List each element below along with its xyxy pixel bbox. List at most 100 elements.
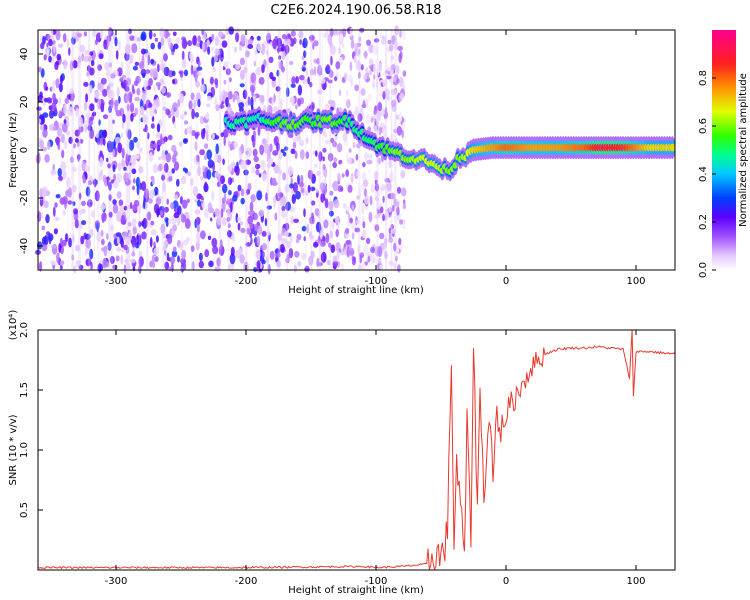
noise-speckle <box>201 77 204 86</box>
noise-speckle <box>151 115 155 122</box>
noise-speckle <box>278 151 283 160</box>
noise-speckle <box>290 83 296 88</box>
noise-speckle <box>365 67 369 73</box>
noise-speckle <box>51 244 57 249</box>
noise-speckle <box>295 190 301 200</box>
noise-speckle <box>126 104 130 112</box>
noise-speckle <box>322 147 327 153</box>
noise-speckle <box>148 151 153 162</box>
noise-speckle <box>376 200 382 210</box>
noise-speckle <box>377 246 383 258</box>
noise-speckle <box>98 119 101 126</box>
noise-speckle <box>261 230 267 237</box>
noise-speckle <box>258 76 265 85</box>
noise-speckle <box>204 249 210 258</box>
noise-streak <box>267 30 270 270</box>
noise-speckle <box>258 173 262 178</box>
noise-speckle <box>226 198 233 203</box>
noise-speckle <box>133 177 136 184</box>
noise-speckle <box>240 197 245 205</box>
noise-speckle <box>273 106 279 113</box>
noise-speckle <box>201 29 204 36</box>
noise-speckle <box>116 211 122 223</box>
noise-streak <box>190 30 192 270</box>
noise-speckle <box>60 133 65 144</box>
noise-speckle <box>44 46 50 56</box>
noise-speckle <box>173 121 177 129</box>
noise-speckle <box>306 223 310 234</box>
noise-speckle <box>68 47 71 56</box>
noise-speckle <box>188 100 193 110</box>
noise-speckle <box>245 242 252 247</box>
noise-speckle <box>133 199 140 207</box>
noise-speckle <box>284 230 289 237</box>
noise-speckle <box>216 181 221 187</box>
noise-speckle <box>191 130 196 137</box>
noise-speckle <box>307 184 311 193</box>
noise-speckle <box>354 227 361 233</box>
noise-speckle <box>36 106 42 111</box>
noise-speckle <box>39 124 45 131</box>
noise-speckle <box>189 52 194 60</box>
snr-x-ticks: -300 -200 -100 0 100 <box>105 330 646 587</box>
noise-speckle <box>97 64 102 71</box>
noise-speckle <box>373 124 378 133</box>
noise-speckle <box>330 55 333 66</box>
noise-speckle <box>42 128 48 138</box>
noise-speckle <box>300 174 304 184</box>
noise-speckle <box>338 89 342 97</box>
noise-speckle <box>332 162 338 169</box>
colorbar-tick-label: 0.6 <box>698 118 709 134</box>
noise-speckle <box>345 169 350 178</box>
noise-speckle <box>207 235 212 240</box>
noise-streak <box>227 30 230 270</box>
noise-speckle <box>340 186 344 192</box>
noise-speckle <box>365 97 369 109</box>
noise-speckle <box>117 162 122 172</box>
noise-speckle <box>177 99 181 108</box>
noise-speckle <box>222 94 226 100</box>
noise-speckle <box>354 42 358 50</box>
noise-speckle <box>351 204 354 211</box>
noise-speckle <box>320 78 326 84</box>
noise-speckle <box>238 102 245 109</box>
noise-speckle <box>84 247 89 256</box>
noise-speckle <box>58 96 61 106</box>
noise-speckle <box>281 43 285 52</box>
noise-speckle <box>315 221 322 233</box>
noise-speckle <box>295 76 299 84</box>
noise-speckle <box>84 50 90 56</box>
noise-speckle <box>281 237 288 245</box>
noise-speckle <box>171 144 177 153</box>
noise-speckle <box>373 109 377 116</box>
noise-speckle <box>247 96 251 106</box>
noise-speckle <box>183 69 189 77</box>
noise-speckle <box>212 245 219 255</box>
noise-speckle <box>276 260 281 268</box>
noise-speckle <box>108 105 112 113</box>
noise-speckle <box>347 157 352 165</box>
noise-speckle <box>281 66 285 73</box>
noise-speckle <box>345 240 352 245</box>
noise-speckle <box>269 157 274 165</box>
noise-speckle <box>372 79 376 90</box>
noise-speckle <box>211 190 215 202</box>
noise-speckle <box>131 217 137 228</box>
noise-speckle <box>350 39 355 49</box>
noise-speckle <box>102 88 108 97</box>
noise-speckle <box>261 259 266 265</box>
noise-speckle <box>199 115 205 125</box>
noise-speckle <box>388 158 392 169</box>
noise-speckle <box>363 50 368 59</box>
noise-speckle <box>115 136 121 144</box>
noise-speckle <box>276 69 280 77</box>
noise-speckle <box>154 37 159 42</box>
noise-speckle <box>247 38 254 45</box>
noise-speckle <box>235 63 241 70</box>
noise-speckle <box>69 91 75 102</box>
noise-streak <box>108 30 110 270</box>
noise-streak <box>138 30 141 270</box>
noise-streak <box>245 30 248 270</box>
noise-speckle <box>232 194 238 202</box>
noise-speckle <box>89 228 94 237</box>
